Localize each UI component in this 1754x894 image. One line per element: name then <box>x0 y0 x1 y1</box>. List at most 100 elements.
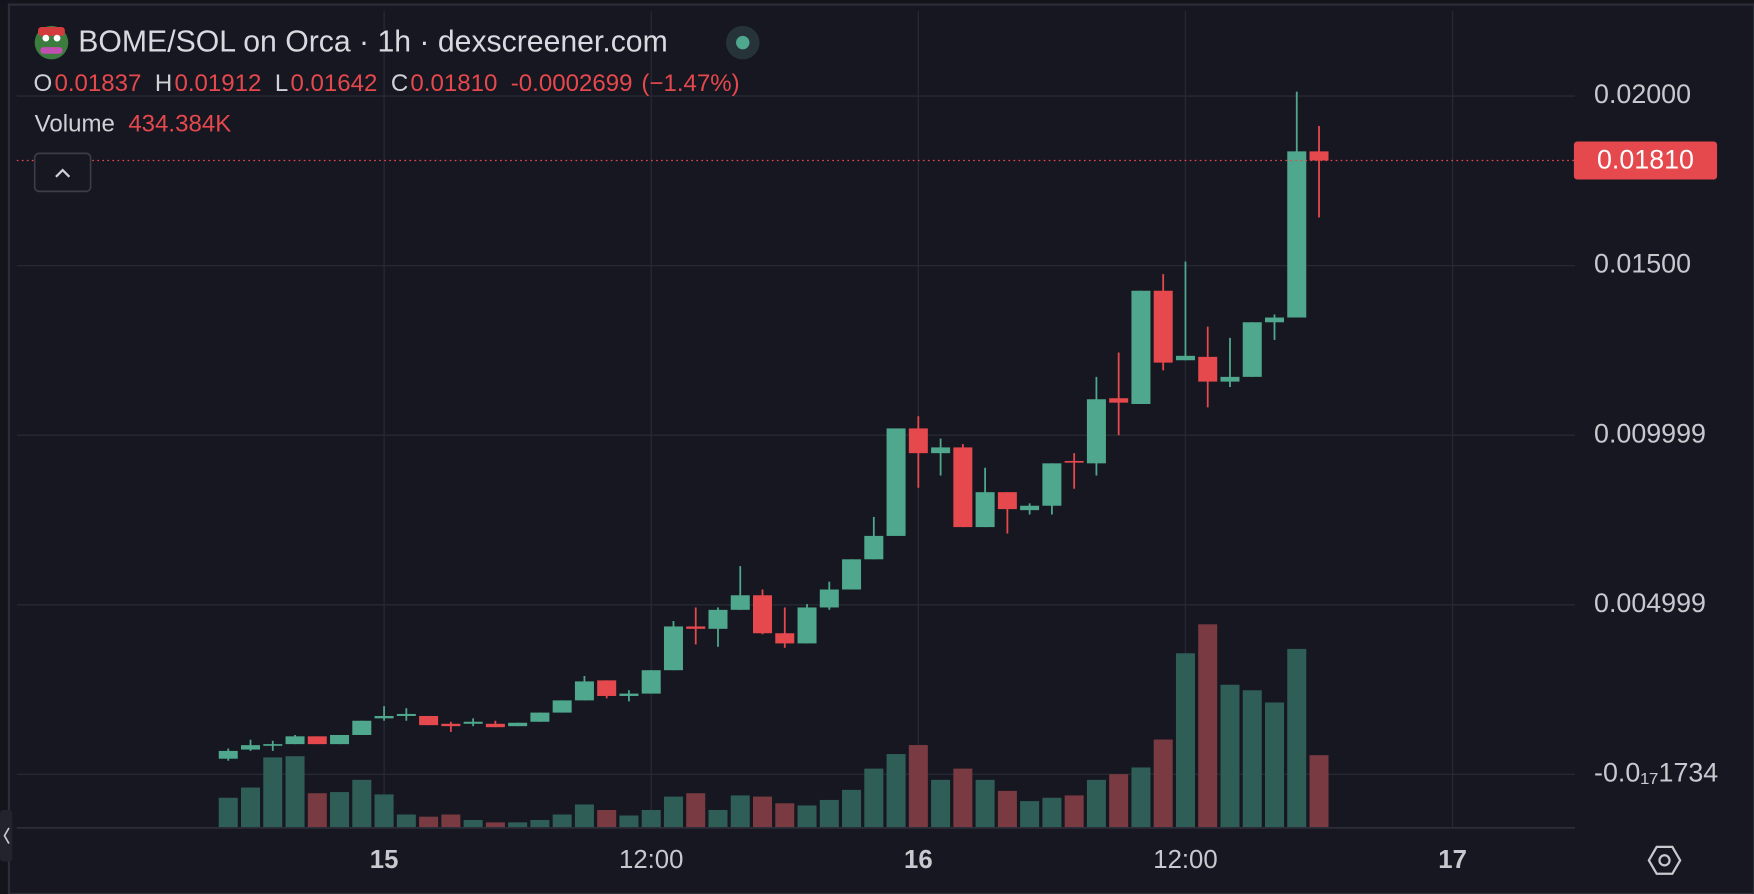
volume-bar <box>708 809 728 828</box>
ohlc-readout: O 0.01837 H 0.01912 L 0.01642 C 0.01810 -0.00026… <box>34 70 740 97</box>
candle-body <box>1109 398 1129 403</box>
candle-body <box>1175 355 1195 361</box>
candle-body <box>1042 463 1062 506</box>
volume-bar <box>241 787 261 828</box>
candle-body <box>374 715 394 719</box>
ohlc-key: H <box>155 70 172 97</box>
y-tick-label: 0.009999 <box>1594 418 1706 448</box>
change-percent: (−1.47%) <box>641 70 739 97</box>
candle-body <box>508 722 528 727</box>
candle-body <box>1153 290 1173 363</box>
candle-body <box>1020 505 1040 511</box>
ohlc-value: 0.01642 <box>290 70 377 97</box>
volume-bar <box>730 795 750 828</box>
volume-bar <box>1309 755 1329 828</box>
volume-bar <box>641 809 661 828</box>
volume-bar <box>1064 795 1084 828</box>
volume-bar <box>285 756 305 828</box>
volume-bar <box>931 779 951 828</box>
x-tick-label: 17 <box>1438 846 1467 874</box>
volume-bar <box>263 757 283 828</box>
volume-bar <box>330 792 350 828</box>
candle-body <box>574 681 594 701</box>
volume-bar <box>463 820 483 828</box>
volume-bar <box>975 779 995 828</box>
x-tick-label: 12:00 <box>1153 846 1217 874</box>
candle-body <box>1242 322 1262 377</box>
candle-body <box>641 670 661 694</box>
candle-body <box>307 736 327 745</box>
candle-body <box>1198 356 1218 382</box>
ohlc-value: 0.01837 <box>55 70 142 97</box>
ohlc-key: O <box>34 70 53 97</box>
volume-bar <box>574 804 594 828</box>
candle-body <box>241 745 261 750</box>
volume-bar <box>307 793 327 828</box>
candle-body <box>730 595 750 610</box>
volume-bar <box>864 768 884 828</box>
y-tick-label: -0.0₁₇1734 <box>1594 757 1718 787</box>
candle-body <box>441 723 461 727</box>
settings-button[interactable] <box>1647 845 1682 875</box>
candle-body <box>396 713 416 716</box>
candle-body <box>1264 317 1285 323</box>
candle-body <box>218 750 238 759</box>
side-panel-toggle[interactable] <box>0 809 13 862</box>
x-tick-label: 15 <box>370 846 399 874</box>
candle-body <box>886 428 906 536</box>
candle-body <box>552 700 572 713</box>
candles <box>218 91 1329 761</box>
ohlc-value: 0.01912 <box>174 70 261 97</box>
volume-bar <box>218 797 238 828</box>
candle-body <box>1086 399 1106 464</box>
axes: 0.02000 0.01500 0.009999 0.004999 -0.0₁₇1734… <box>370 79 1719 874</box>
y-tick-label: 0.004999 <box>1594 588 1706 618</box>
volume-label: Volume <box>35 111 115 138</box>
chart-title: BOME/SOL on Orca · 1h · dexscreener.com <box>78 26 667 59</box>
volume-bar <box>1109 774 1129 828</box>
candle-body <box>419 715 439 726</box>
volume-bar <box>1153 739 1173 828</box>
candle-body <box>1220 376 1240 382</box>
candle-body <box>663 626 683 671</box>
candle-body <box>819 589 839 608</box>
volume-bar <box>775 803 795 828</box>
candle-body <box>708 609 728 629</box>
volume-bar <box>419 816 439 828</box>
volume-bar <box>1131 767 1151 828</box>
x-tick-label: 12:00 <box>619 846 683 874</box>
volume-bar <box>1287 648 1307 828</box>
volume-bar <box>1020 801 1040 828</box>
volume-bars <box>218 624 1329 828</box>
ohlc-value: 0.01810 <box>410 70 497 97</box>
y-tick-label: 0.02000 <box>1594 79 1691 109</box>
volume-readout: Volume 434.384K <box>35 111 232 138</box>
ohlc-key: C <box>391 70 408 97</box>
volume-bar <box>753 796 773 828</box>
volume-bar <box>1086 779 1106 828</box>
volume-bar <box>953 768 973 828</box>
y-tick-label: 0.01500 <box>1594 249 1691 279</box>
change-value: -0.0002699 <box>511 70 633 97</box>
candle-body <box>619 693 639 696</box>
volume-bar <box>1264 702 1285 828</box>
volume-bar <box>797 805 817 828</box>
last-price: 0.01810 <box>16 141 1718 180</box>
volume-bar <box>552 814 572 828</box>
volume-bar <box>842 789 862 828</box>
volume-bar <box>1242 690 1262 828</box>
last-price-badge <box>1573 141 1718 180</box>
volume-bar <box>908 745 928 828</box>
collapse-button[interactable] <box>33 152 92 193</box>
volume-bar <box>485 822 505 828</box>
candle-body <box>908 428 928 454</box>
candle-body <box>485 723 505 728</box>
volume-bar <box>441 814 461 828</box>
candle-body <box>931 447 951 454</box>
candle-body <box>1287 151 1307 318</box>
candle-body <box>797 607 817 644</box>
volume-bar <box>886 754 906 828</box>
chart-frame <box>7 3 1754 894</box>
